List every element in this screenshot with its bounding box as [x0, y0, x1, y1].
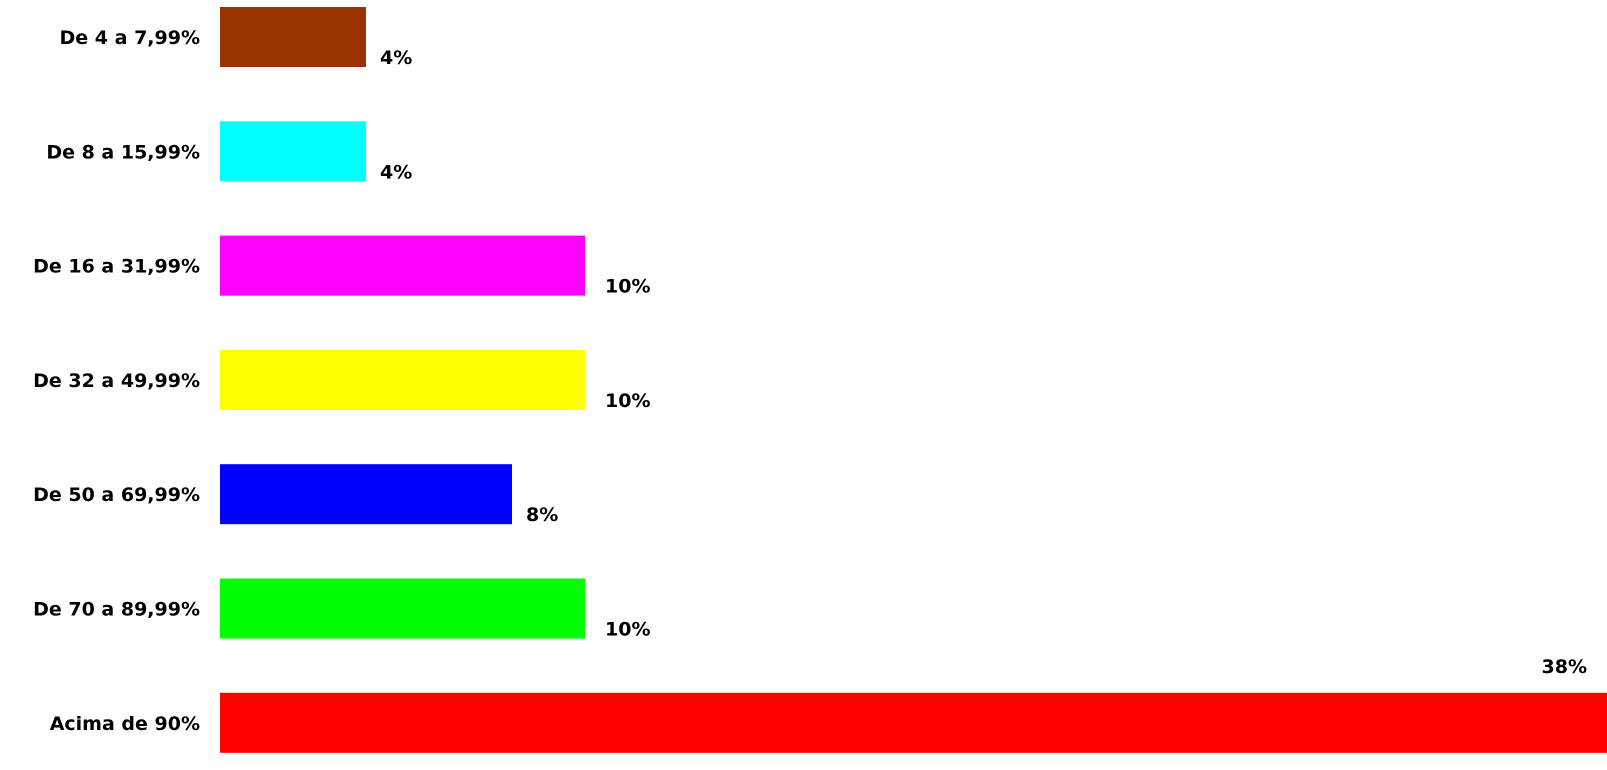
- category-labels-group: De 4 a 7,99% De 8 a 15,99% De 16 a 31,99% D…: [33, 27, 200, 735]
- bar-3: [220, 235, 585, 296]
- bar-6: [220, 578, 585, 639]
- category-label-6: De 70 a 89,99%: [33, 599, 200, 621]
- value-label-5: 8%: [526, 504, 558, 526]
- category-label-7: Acima de 90%: [50, 713, 200, 735]
- value-label-6: 10%: [605, 619, 650, 641]
- value-label-7: 38%: [1542, 656, 1587, 678]
- value-label-3: 10%: [605, 276, 650, 298]
- value-labels-group: 4% 4% 10% 10% 8% 10% 38%: [380, 47, 1587, 678]
- bar-7: [220, 692, 1607, 753]
- bar-1: [220, 7, 366, 67]
- bars-group: [220, 7, 1607, 753]
- category-label-3: De 16 a 31,99%: [33, 256, 200, 278]
- category-label-2: De 8 a 15,99%: [46, 141, 200, 163]
- value-label-4: 10%: [605, 390, 650, 412]
- category-label-1: De 4 a 7,99%: [60, 27, 200, 49]
- bar-5: [220, 464, 512, 525]
- bar-2: [220, 121, 366, 182]
- category-label-5: De 50 a 69,99%: [33, 484, 200, 506]
- category-label-4: De 32 a 49,99%: [33, 370, 200, 392]
- value-label-2: 4%: [380, 161, 412, 183]
- value-label-1: 4%: [380, 47, 412, 69]
- bar-4: [220, 349, 585, 410]
